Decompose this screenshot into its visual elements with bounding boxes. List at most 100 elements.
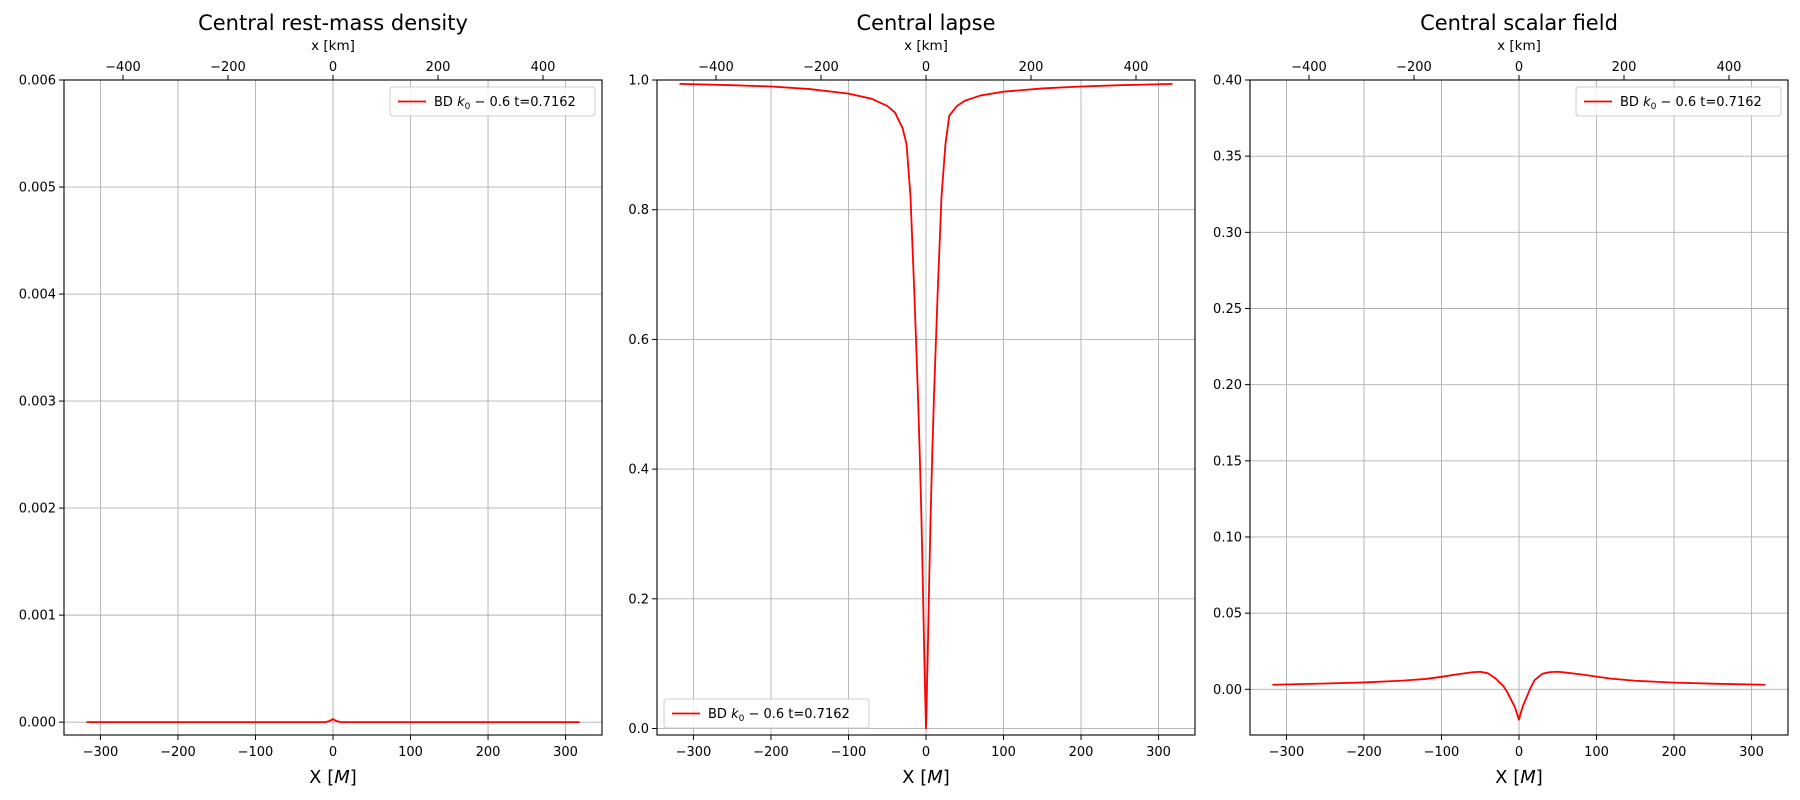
top-x-axis-label: x [km]: [1497, 38, 1541, 54]
x-tick-label: −100: [831, 745, 867, 760]
x-axis-label: X [M]: [1495, 767, 1543, 788]
x-tick-label: −200: [753, 745, 789, 760]
x-axis-label-suffix: ]: [1536, 767, 1543, 788]
x-axis-label: X [M]: [309, 767, 357, 788]
x-axis-label-prefix: X [: [309, 767, 334, 788]
x-tick-label: 200: [476, 745, 501, 760]
x-tick-label: −200: [1346, 745, 1382, 760]
y-tick-label: 0.000: [19, 716, 56, 731]
chart-panel-3: −300 −200 −100 0 100 200 300 −400 −200 0 200 400 0.0…: [1213, 11, 1789, 788]
x-axis-label-unit: M: [927, 767, 943, 788]
y-tick-label: 0.0: [628, 722, 649, 737]
top-x-tick-label: −200: [210, 60, 246, 75]
axes-frame: [656, 79, 1196, 736]
top-x-tick-label: −200: [1396, 60, 1432, 75]
x-axis-label-suffix: ]: [350, 767, 357, 788]
x-tick-label: −100: [1424, 745, 1460, 760]
top-x-tick-label: 0: [922, 60, 930, 75]
top-x-tick-label: −400: [1291, 60, 1327, 75]
chart-panel-1: −300 −200 −100 0 100 200 300 −400 −200 0 200 400 0.0…: [19, 11, 603, 788]
legend-label-prefix: BD: [1620, 95, 1643, 110]
x-tick-label: 100: [1584, 745, 1609, 760]
x-tick-label: 300: [1739, 745, 1764, 760]
y-tick-label: 0.004: [19, 288, 56, 303]
chart-title: Central scalar field: [1420, 11, 1618, 35]
legend-box: [1575, 86, 1782, 117]
top-x-tick-label: 200: [426, 60, 451, 75]
top-x-tick-label: 400: [1717, 60, 1742, 75]
top-x-axis-label: x [km]: [311, 38, 355, 54]
y-tick-label: 0.003: [19, 395, 56, 410]
top-x-tick-label: 200: [1612, 60, 1637, 75]
x-tick-label: 300: [553, 745, 578, 760]
y-tick-label: 1.0: [628, 74, 649, 89]
legend: BD k0 − 0.6 t=0.7162: [389, 86, 596, 117]
legend-label-rest: − 0.6 t=0.7162: [744, 707, 849, 722]
top-x-axis-label: x [km]: [904, 38, 948, 54]
legend-label-rest: − 0.6 t=0.7162: [470, 95, 575, 110]
chart-title: Central rest-mass density: [198, 11, 468, 35]
legend-label-rest: − 0.6 t=0.7162: [1656, 95, 1761, 110]
x-tick-label: −200: [160, 745, 196, 760]
top-x-tick-label: 0: [1515, 60, 1523, 75]
legend: BD k0 − 0.6 t=0.7162: [1575, 86, 1782, 117]
y-tick-label: 0.6: [628, 333, 649, 348]
y-tick-label: 0.4: [628, 463, 649, 478]
top-x-tick-label: −200: [803, 60, 839, 75]
x-tick-label: 200: [1662, 745, 1687, 760]
y-tick-label: 0.20: [1213, 378, 1242, 393]
chart-panel-2: −300 −200 −100 0 100 200 300 −400 −200 0 200 400 0.0…: [628, 11, 1196, 788]
top-x-tick-label: 400: [1124, 60, 1149, 75]
x-axis-label-prefix: X [: [1495, 767, 1520, 788]
x-tick-label: 0: [329, 745, 337, 760]
x-tick-label: 200: [1069, 745, 1094, 760]
y-tick-label: 0.8: [628, 203, 649, 218]
x-axis-label-unit: M: [1520, 767, 1536, 788]
x-tick-label: 0: [922, 745, 930, 760]
legend-label-k: k: [731, 707, 739, 722]
y-tick-label: 0.40: [1213, 74, 1242, 89]
x-tick-label: 100: [991, 745, 1016, 760]
x-tick-label: −300: [1269, 745, 1305, 760]
x-tick-label: 300: [1146, 745, 1171, 760]
axes-frame: [1249, 79, 1789, 736]
top-x-tick-label: 400: [531, 60, 556, 75]
x-axis-label: X [M]: [902, 767, 950, 788]
legend-box: [663, 698, 870, 729]
x-tick-label: 100: [398, 745, 423, 760]
x-axis-label-unit: M: [334, 767, 350, 788]
top-x-tick-label: −400: [698, 60, 734, 75]
y-tick-label: 0.35: [1213, 150, 1242, 165]
x-axis-label-prefix: X [: [902, 767, 927, 788]
y-tick-label: 0.005: [19, 181, 56, 196]
legend-label-prefix: BD: [434, 95, 457, 110]
chart-title: Central lapse: [856, 11, 995, 35]
y-tick-label: 0.2: [628, 592, 649, 607]
legend-label-subscript: 0: [1651, 102, 1657, 112]
legend-label-k: k: [457, 95, 465, 110]
y-tick-label: 0.00: [1213, 683, 1242, 698]
series-line: [1272, 670, 1766, 721]
legend-label-prefix: BD: [708, 707, 731, 722]
legend-label-k: k: [1643, 95, 1651, 110]
axes-frame: [63, 79, 603, 736]
legend-label: BD k0 − 0.6 t=0.7162: [1620, 95, 1762, 112]
x-axis-label-suffix: ]: [943, 767, 950, 788]
top-x-tick-label: 200: [1019, 60, 1044, 75]
y-tick-label: 0.30: [1213, 226, 1242, 241]
series-line: [679, 82, 1173, 730]
top-x-tick-label: −400: [105, 60, 141, 75]
legend: BD k0 − 0.6 t=0.7162: [663, 698, 870, 729]
legend-label-subscript: 0: [465, 102, 471, 112]
x-tick-label: −300: [83, 745, 119, 760]
x-tick-label: −300: [676, 745, 712, 760]
top-x-tick-label: 0: [329, 60, 337, 75]
x-tick-label: 0: [1515, 745, 1523, 760]
legend-label-subscript: 0: [739, 714, 745, 724]
x-tick-label: −100: [238, 745, 274, 760]
y-tick-label: 0.001: [19, 609, 56, 624]
y-tick-label: 0.25: [1213, 302, 1242, 317]
y-tick-label: 0.10: [1213, 530, 1242, 545]
legend-label: BD k0 − 0.6 t=0.7162: [708, 707, 850, 724]
legend-label: BD k0 − 0.6 t=0.7162: [434, 95, 576, 112]
